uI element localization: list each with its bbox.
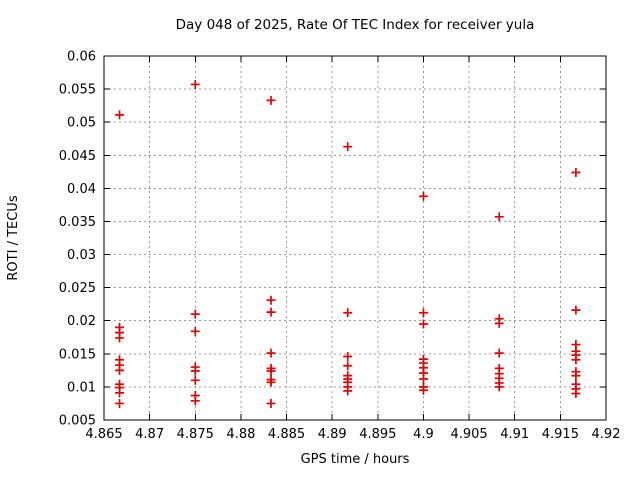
data-point-marker: [418, 374, 428, 384]
y-tick-label: 0.02: [67, 314, 96, 329]
data-point-marker: [571, 371, 581, 381]
x-tick-label: 4.87: [135, 427, 164, 442]
data-point-marker: [115, 388, 125, 398]
x-tick-label: 4.89: [318, 427, 347, 442]
plot-border: [103, 55, 607, 421]
data-point-marker: [266, 398, 276, 408]
data-point-marker: [190, 366, 200, 376]
data-point-marker: [266, 95, 276, 105]
data-point-marker: [418, 385, 428, 395]
data-point-marker: [418, 308, 428, 318]
data-point-marker: [343, 142, 353, 152]
data-point-marker: [494, 382, 504, 392]
data-point-marker: [571, 305, 581, 315]
chart-title: Day 048 of 2025, Rate Of TEC Index for r…: [176, 17, 535, 33]
y-tick-label: 0.035: [59, 215, 96, 230]
y-tick-label: 0.005: [59, 414, 96, 429]
data-point-marker: [190, 326, 200, 336]
data-point-marker: [266, 366, 276, 376]
x-tick-label: 4.885: [268, 427, 305, 442]
y-axis-label: ROTI / TECUs: [6, 195, 21, 280]
x-tick-label: 4.865: [85, 427, 122, 442]
y-tick-label: 0.015: [59, 347, 96, 362]
y-tick-label: 0.05: [67, 116, 96, 131]
y-tick-label: 0.045: [59, 149, 96, 164]
data-point-marker: [115, 398, 125, 408]
x-tick-label: 4.875: [177, 427, 214, 442]
data-point-marker: [571, 355, 581, 365]
y-tick-label: 0.04: [67, 182, 96, 197]
x-tick-label: 4.9: [413, 427, 434, 442]
data-point-marker: [115, 110, 125, 120]
data-point-marker: [266, 307, 276, 317]
y-tick-label: 0.025: [59, 281, 96, 296]
data-point-marker: [418, 319, 428, 329]
x-axis-label: GPS time / hours: [301, 452, 410, 467]
data-point-marker: [571, 389, 581, 399]
data-point-marker: [418, 191, 428, 201]
data-point-marker: [343, 308, 353, 318]
data-point-marker: [343, 386, 353, 396]
x-tick-label: 4.905: [450, 427, 487, 442]
data-point-marker: [190, 79, 200, 89]
x-tick-label: 4.915: [542, 427, 579, 442]
plot-area: 4.865 4.87 4.875 4.88 4.885 4.89 4.895 4.9 4.905…: [59, 50, 621, 443]
data-point-marker: [343, 351, 353, 361]
data-point-marker: [115, 333, 125, 343]
data-point-marker: [266, 295, 276, 305]
x-tick-label: 4.88: [226, 427, 255, 442]
y-tick-label: 0.055: [59, 83, 96, 98]
data-point-marker: [190, 375, 200, 385]
data-point-marker: [571, 167, 581, 177]
data-point-marker: [343, 361, 353, 371]
data-point-marker: [190, 309, 200, 319]
data-point-marker: [494, 212, 504, 222]
y-tick-label: 0.06: [67, 50, 96, 65]
data-point-marker: [115, 365, 125, 375]
data-point-marker: [266, 348, 276, 358]
y-tick-label: 0.03: [67, 248, 96, 263]
y-tick-label: 0.01: [67, 380, 96, 395]
x-tick-label: 4.92: [592, 427, 621, 442]
data-point-marker: [190, 396, 200, 406]
data-point-marker: [494, 348, 504, 358]
data-point-marker: [494, 318, 504, 328]
data-point-marker: [266, 377, 276, 387]
x-tick-label: 4.91: [500, 427, 529, 442]
x-tick-label: 4.895: [359, 427, 396, 442]
